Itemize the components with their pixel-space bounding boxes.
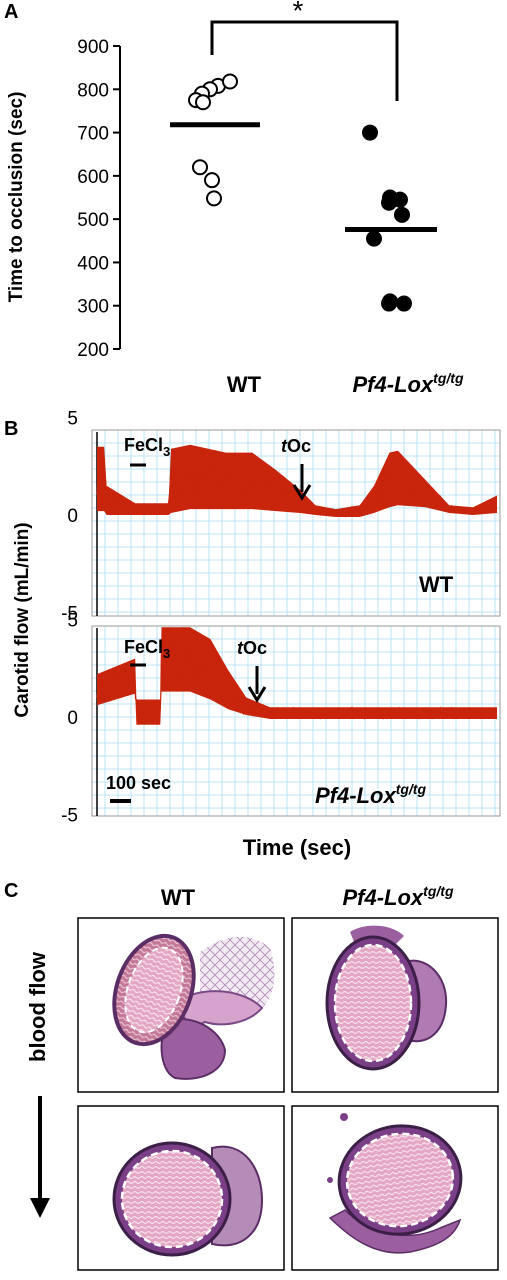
trace-pf4-y-tick-label: -5 xyxy=(61,806,78,827)
trace-pf4-fecl3-label: FeCl3 xyxy=(124,637,170,661)
trace-pf4-envelope xyxy=(97,627,497,725)
trace-wt-genotype: WT xyxy=(419,572,454,597)
trace-pf4-toc-label: tOc xyxy=(237,638,267,658)
panel-b-y-title: Carotid flow (mL/min) xyxy=(12,522,33,717)
wt-data-point xyxy=(222,73,238,90)
histology-column-wt: WT xyxy=(161,885,196,910)
pf4-data-point xyxy=(381,295,397,312)
trace-pf4-genotype: Pf4-Loxtg/tg xyxy=(315,781,426,808)
blood-flow-label: blood flow xyxy=(25,951,50,1062)
y-tick-label: 600 xyxy=(77,167,109,188)
trace-wt-y-tick-label: -5 xyxy=(61,604,78,625)
trace-pf4-y-tick-label: 0 xyxy=(67,708,78,729)
trace-wt-fecl3-label: FeCl3 xyxy=(124,435,170,459)
trace-pf4: 5 0 -5 xyxy=(61,611,501,827)
pf4-data-point xyxy=(394,206,410,223)
panel-a: A 200 300 400 500 600 700 800 900 Time to occlu… xyxy=(4,0,464,397)
histology-pf4-top xyxy=(291,917,499,1093)
histology-pf4-bottom xyxy=(291,1105,499,1271)
y-tick-label: 700 xyxy=(77,124,109,145)
panel-a-y-ticks: 200 300 400 500 600 700 800 900 xyxy=(77,37,120,361)
trace-wt-toc-label: tOc xyxy=(281,436,311,456)
panel-b: B Carotid flow (mL/min) 50-5 50-5 FeCl3 … xyxy=(4,409,501,860)
trace-wt-toc-arrow xyxy=(292,464,312,501)
trace-wt-frame xyxy=(91,429,501,617)
y-tick-label: 500 xyxy=(77,210,109,231)
panel-a-y-title: Time to occlusion (sec) xyxy=(6,92,27,303)
panel-a-letter: A xyxy=(4,1,18,23)
scale-bar-label: 100 sec xyxy=(106,773,171,793)
panel-b-x-title: Time (sec) xyxy=(243,835,351,860)
y-tick-label: 300 xyxy=(77,297,109,318)
trace-wt-y-tick-label: 5 xyxy=(67,409,78,430)
category-wt: WT xyxy=(227,372,262,397)
trace-wt-envelope xyxy=(97,444,497,517)
trace-wt: 5 0 -5 xyxy=(61,409,501,625)
y-tick-label: 800 xyxy=(77,80,109,101)
panel-a-means xyxy=(170,122,437,233)
trace-pf4-frame xyxy=(91,625,501,817)
pf4-data-point xyxy=(381,194,397,211)
panel-b-letter: B xyxy=(4,418,18,440)
wt-data-point xyxy=(204,172,220,189)
panel-c: C WT Pf4-Loxtg/tg blood flow xyxy=(4,880,499,1271)
pf4-data-point xyxy=(362,124,378,141)
panel-c-letter: C xyxy=(4,880,18,902)
pf4-data-point xyxy=(396,295,412,312)
significance-star: * xyxy=(293,0,304,26)
trace-pf4-signal xyxy=(96,628,497,722)
category-pf4: Pf4-Loxtg/tg xyxy=(352,370,463,397)
blood-flow-arrow xyxy=(30,1096,50,1218)
y-tick-label: 200 xyxy=(77,340,109,361)
wt-data-point xyxy=(195,94,211,111)
wt-data-point xyxy=(206,190,222,207)
trace-pf4-toc-arrow xyxy=(247,666,267,703)
wt-data-point xyxy=(192,159,208,176)
histology-wt-bottom xyxy=(77,1105,285,1271)
trace-wt-y-tick-label: 0 xyxy=(67,506,78,527)
y-tick-label: 900 xyxy=(77,37,109,58)
panel-a-points xyxy=(188,73,412,312)
category-wt-label: WT xyxy=(227,372,262,397)
y-tick-label: 400 xyxy=(77,253,109,274)
histology-column-pf4: Pf4-Loxtg/tg xyxy=(342,883,453,910)
pf4-data-point xyxy=(366,230,382,247)
significance-bracket xyxy=(210,20,399,101)
histology-wt-top xyxy=(77,917,285,1093)
category-pf4-sup: tg/tg xyxy=(433,370,464,386)
category-pf4-label: Pf4-Lox xyxy=(352,372,433,397)
trace-pf4-y-tick-label: 5 xyxy=(67,611,78,632)
